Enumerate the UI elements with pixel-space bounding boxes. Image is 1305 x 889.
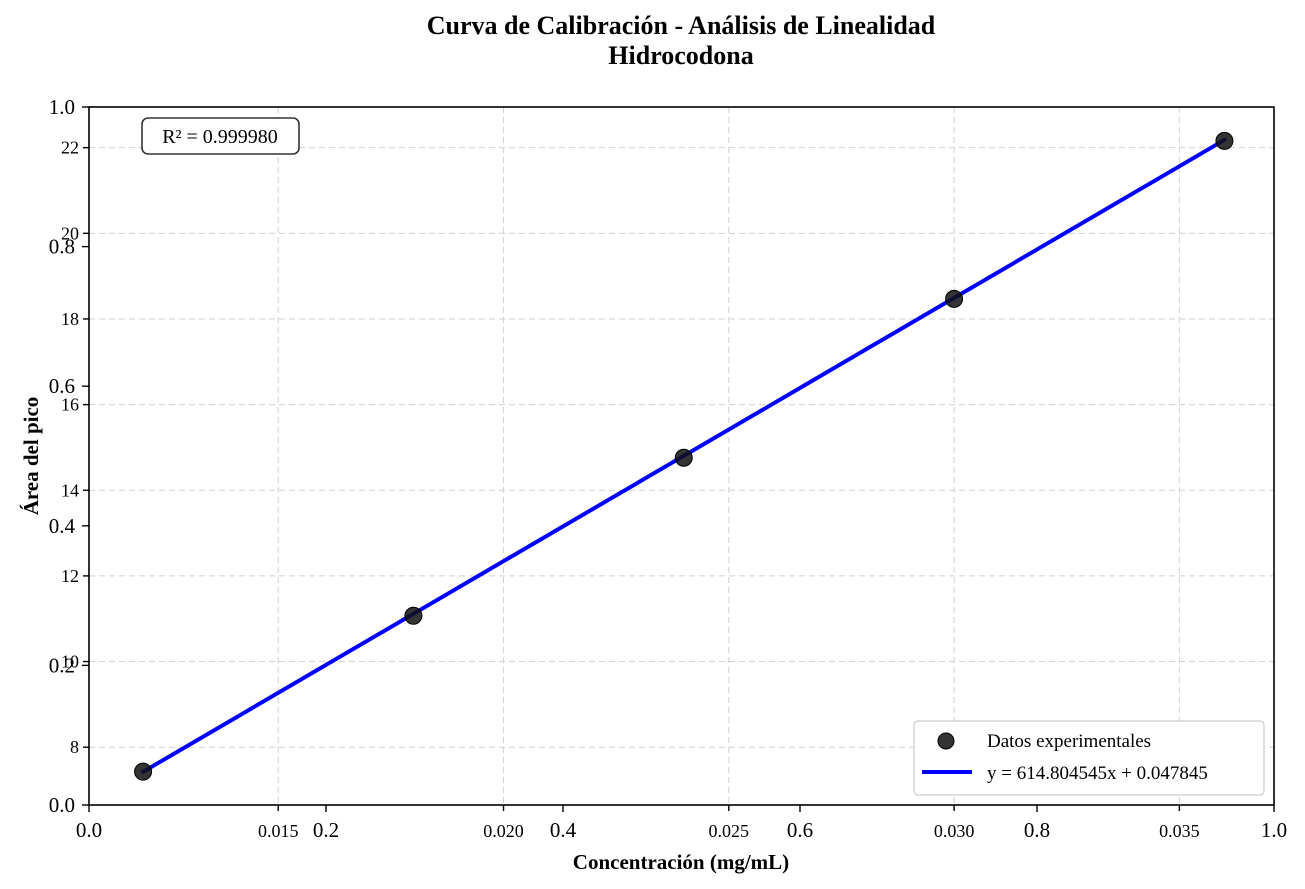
chart-subtitle: Hidrocodona xyxy=(608,41,753,70)
y-tick-label: 8 xyxy=(70,737,79,757)
overlay-x-tick-label: 0.2 xyxy=(313,818,339,842)
legend: Datos experimentales y = 614.804545x + 0… xyxy=(913,720,1265,796)
x-tick-label: 0.035 xyxy=(1159,821,1200,841)
y-tick-label: 22 xyxy=(61,138,79,158)
chart-title: Curva de Calibración - Análisis de Linea… xyxy=(427,11,936,40)
annotation-box xyxy=(141,117,300,155)
overlay-x-tick-label: 0.8 xyxy=(1024,818,1050,842)
r-squared-text: R² = 0.999980 xyxy=(162,126,278,148)
r-squared-annotation: R² = 0.999980 xyxy=(141,117,300,155)
y-tick-label: 14 xyxy=(61,480,79,500)
data-points xyxy=(134,131,1234,781)
overlay-y-tick-label: 0.0 xyxy=(49,793,75,817)
overlay-x-tick-label: 0.0 xyxy=(76,818,102,842)
overlay-x-tick-label: 0.4 xyxy=(550,818,577,842)
y-tick-label: 12 xyxy=(61,566,79,586)
overlay-x-tick-label: 0.6 xyxy=(787,818,813,842)
data-point xyxy=(404,606,423,625)
legend-marker-points xyxy=(937,732,955,750)
x-tick-label: 0.030 xyxy=(934,821,975,841)
legend-label-points: Datos experimentales xyxy=(987,731,1151,752)
y-axis-ticks: 8 10 12 14 16 18 20 22 xyxy=(61,138,89,757)
overlay-y-tick-label: 0.4 xyxy=(49,514,76,538)
y-tick-label: 16 xyxy=(61,395,79,415)
overlay-y-tick-label: 0.2 xyxy=(49,653,75,677)
x-tick-label: 0.020 xyxy=(483,821,524,841)
y-axis-label: Área del pico xyxy=(19,397,43,516)
overlay-y-axis-ticks: 0.0 0.2 0.4 0.6 0.8 1.0 xyxy=(49,95,89,817)
x-tick-label: 0.025 xyxy=(709,821,750,841)
y-tick-label: 20 xyxy=(61,223,79,243)
data-point xyxy=(945,289,964,308)
data-point xyxy=(674,448,693,467)
overlay-y-tick-label: 0.8 xyxy=(49,235,75,259)
legend-box xyxy=(913,720,1265,796)
data-point xyxy=(134,762,153,781)
grid-lines xyxy=(89,107,1274,805)
plot-frame xyxy=(88,106,1275,806)
y-tick-label: 10 xyxy=(61,652,79,672)
x-axis-ticks: 0.015 0.020 0.025 0.030 0.035 xyxy=(258,805,1200,841)
y-tick-label: 18 xyxy=(61,309,79,329)
data-point xyxy=(1215,131,1234,150)
overlay-x-tick-label: 1.0 xyxy=(1261,818,1287,842)
overlay-y-tick-label: 1.0 xyxy=(49,95,75,119)
legend-label-line: y = 614.804545x + 0.047845 xyxy=(987,763,1208,784)
x-tick-label: 0.015 xyxy=(258,821,299,841)
x-axis-label: Concentración (mg/mL) xyxy=(573,850,789,874)
overlay-x-axis-ticks: 0.0 0.2 0.4 0.6 0.8 1.0 xyxy=(76,805,1287,842)
overlay-y-tick-label: 0.6 xyxy=(49,374,75,398)
